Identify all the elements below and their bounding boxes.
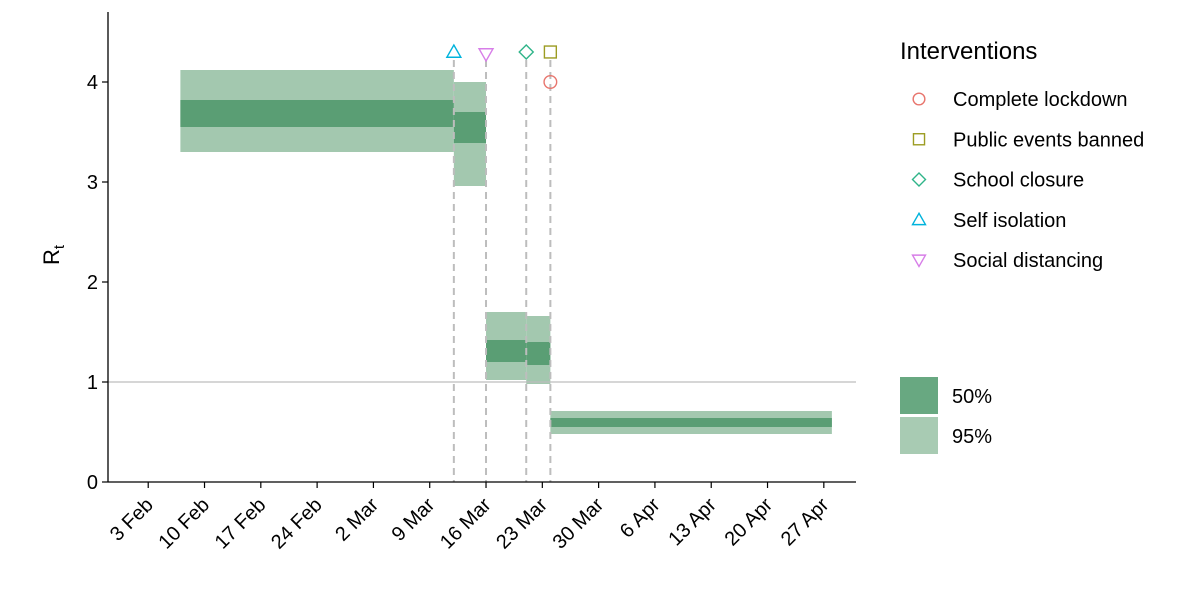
legend-marker-public-events-banned bbox=[912, 133, 926, 146]
ci50-band-1 bbox=[180, 100, 454, 127]
legend-label: Complete lockdown bbox=[953, 89, 1128, 111]
legend: Interventions Complete lockdown Public eve… bbox=[900, 38, 1144, 454]
x-tick-label: 23 Mar bbox=[492, 494, 552, 554]
y-tick-label: 4 bbox=[87, 72, 98, 94]
x-tick-label: 9 Mar bbox=[388, 494, 440, 546]
y-tick-label: 2 bbox=[87, 272, 98, 294]
legend-marker-complete-lockdown bbox=[912, 92, 926, 106]
x-tick-label: 2 Mar bbox=[331, 494, 383, 546]
legend-marker-self-isolation bbox=[911, 211, 927, 226]
x-tick-label: 3 Feb bbox=[106, 494, 158, 546]
social-distancing-marker bbox=[477, 48, 495, 63]
legend-title: Interventions bbox=[900, 38, 1037, 65]
legend-ci-label: 95% bbox=[952, 426, 992, 448]
legend-label: Public events banned bbox=[953, 129, 1144, 151]
x-tick-label: 27 Apr bbox=[777, 494, 834, 551]
self-isolation-marker bbox=[445, 43, 463, 58]
ci50-band-5 bbox=[550, 418, 832, 427]
ci-bands bbox=[180, 70, 832, 434]
x-tick-label: 16 Mar bbox=[436, 494, 496, 554]
legend-ci-label: 50% bbox=[952, 386, 992, 408]
ci50-band-4 bbox=[526, 342, 551, 365]
y-axis-label: Rt bbox=[39, 244, 68, 265]
complete-lockdown-marker bbox=[543, 74, 558, 89]
legend-label: Social distancing bbox=[953, 250, 1103, 272]
public-events-banned-marker bbox=[543, 45, 558, 59]
x-tick-label: 20 Apr bbox=[721, 494, 778, 551]
intervention-markers bbox=[445, 43, 558, 89]
legend-swatch-50pct bbox=[900, 377, 938, 414]
x-tick-label: 13 Apr bbox=[664, 494, 721, 551]
x-tick-label: 6 Apr bbox=[616, 494, 665, 543]
legend-label: School closure bbox=[953, 170, 1084, 192]
school-closure-marker bbox=[518, 44, 535, 60]
ci50-band-2 bbox=[453, 112, 487, 143]
y-tick-label: 3 bbox=[87, 172, 98, 194]
y-tick-label: 1 bbox=[87, 372, 98, 394]
x-tick-label: 30 Mar bbox=[549, 494, 609, 554]
x-tick-label: 10 Feb bbox=[154, 494, 214, 554]
ci50-band-3 bbox=[486, 340, 527, 362]
x-tick-label: 24 Feb bbox=[267, 494, 327, 554]
legend-label: Self isolation bbox=[953, 210, 1066, 232]
y-tick-label: 0 bbox=[87, 472, 98, 494]
legend-marker-social-distancing bbox=[911, 254, 927, 268]
x-tick-label: 17 Feb bbox=[211, 494, 271, 554]
legend-marker-school-closure bbox=[911, 172, 927, 187]
reference-lines bbox=[108, 60, 856, 482]
legend-swatch-95pct bbox=[900, 417, 938, 454]
